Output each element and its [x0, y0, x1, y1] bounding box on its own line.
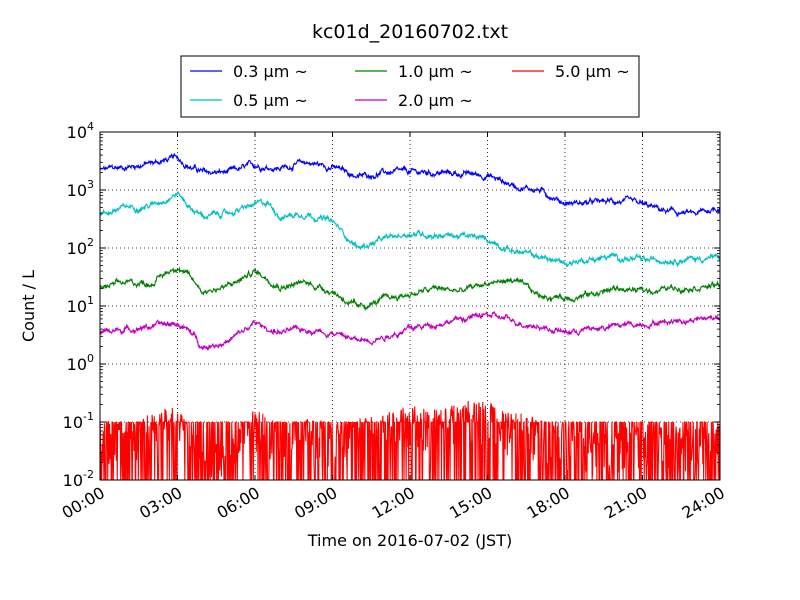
series-line [99, 400, 721, 481]
y-tick-label: 102 [67, 236, 94, 258]
x-axis-label: Time on 2016-07-02 (JST) [307, 531, 512, 550]
y-tick-label: 101 [67, 294, 94, 316]
chart-title: kc01d_20160702.txt [312, 21, 508, 43]
series-line [99, 310, 721, 351]
series-line [99, 191, 721, 268]
ticks [99, 131, 721, 481]
legend-label: 5.0 μm ~ [555, 62, 630, 81]
y-tick-label: 100 [67, 352, 94, 374]
legend-box [180, 55, 640, 118]
series-line [99, 266, 721, 311]
y-tick-label: 10-2 [63, 468, 94, 490]
y-tick-labels: 10-2 10-1 100 101 102 103 104 [63, 120, 94, 490]
legend-label: 1.0 μm ~ [398, 62, 473, 81]
y-tick-label: 10-1 [63, 410, 94, 432]
legend-label: 2.0 μm ~ [398, 91, 473, 110]
y-tick-label: 103 [67, 178, 94, 200]
y-axis-label: Count / L [19, 270, 38, 342]
legend-label: 0.3 μm ~ [233, 62, 308, 81]
series-layer [99, 153, 721, 481]
legend: 0.3 μm ~ 0.5 μm ~ 1.0 μm ~ 2.0 μm ~ 5.0 μm ~ [180, 55, 640, 118]
legend-label: 0.5 μm ~ [233, 91, 308, 110]
y-tick-label: 104 [67, 120, 94, 142]
series-line [99, 153, 721, 218]
